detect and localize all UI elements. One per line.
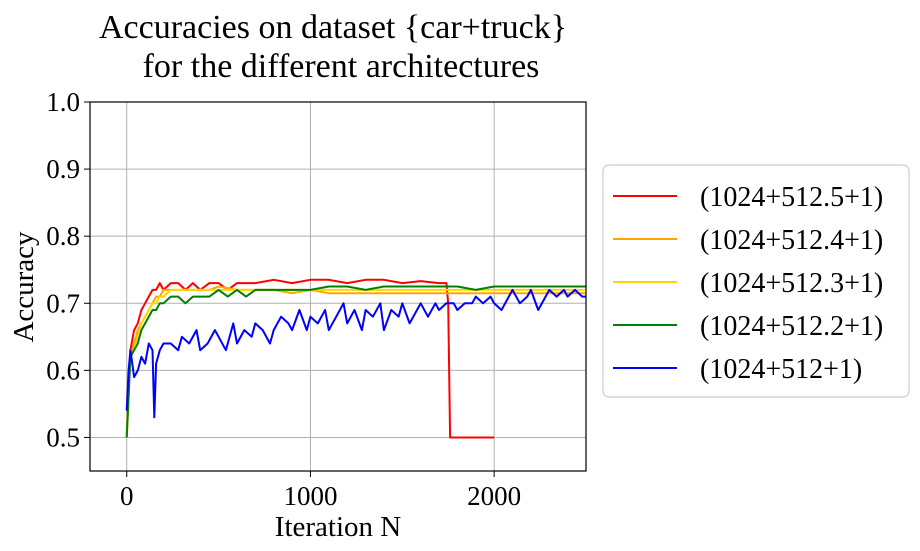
chart-title-line-2: for the different architectures [143,48,540,85]
series-layer [125,278,586,439]
legend-label-3: (1024+512.3+1) [700,268,883,299]
legend-box [602,164,910,398]
series-line-2 [125,285,586,438]
y-tick-label: 0.7 [46,288,80,318]
series-line-1 [125,278,495,439]
x-tick-label: 0 [120,481,134,511]
legend-label-5: (1024+512+1) [700,354,862,385]
chart-title-line-1: Accuracies on dataset {car+truck} [99,9,567,46]
plot-frame [89,101,587,472]
x-tick-label: 2000 [467,481,521,511]
y-tick-label: 0.9 [46,154,80,184]
y-tick-label: 1.0 [46,87,80,117]
y-tick-label: 0.5 [46,422,80,452]
legend-label-2: (1024+512.4+1) [700,225,883,256]
series-line-4 [125,285,586,438]
legend: (1024+512.5+1) (1024+512.4+1) (1024+512.3+… [602,164,910,398]
x-axis-label: Iteration N [275,511,401,543]
y-tick-label: 0.6 [46,355,80,385]
series-line-5 [125,288,586,419]
legend-label-1: (1024+512.5+1) [700,182,883,213]
legend-label-4: (1024+512.2+1) [700,311,883,342]
x-tick-label: 1000 [283,481,337,511]
y-axis-label: Accuracy [8,231,40,343]
y-tick-label: 0.8 [46,221,80,251]
series-line-3 [125,288,586,438]
tick-layer: 0 1000 2000 0.5 0.6 0.7 0.8 0.9 1.0 [46,87,521,511]
